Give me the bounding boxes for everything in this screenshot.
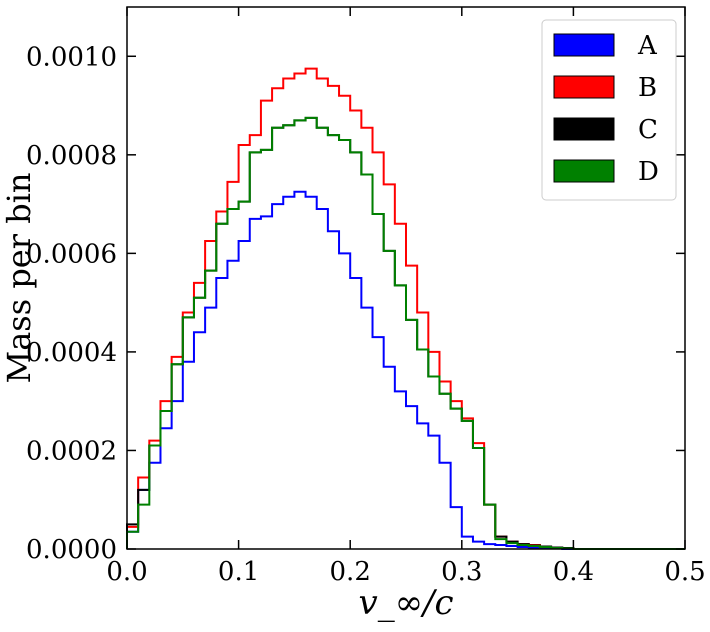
legend-box: [541, 19, 677, 201]
legend-label-b: B: [638, 73, 657, 103]
legend-swatch-c: [553, 117, 615, 141]
series-layer: [126, 67, 685, 550]
y-tick-label: 0.0000: [26, 535, 117, 565]
y-tick-label: 0.0006: [26, 239, 117, 269]
x-tick-label: 0.2: [330, 557, 371, 587]
y-tick-label: 0.0002: [26, 436, 117, 466]
legend-swatch-d: [553, 159, 615, 183]
x-tick-label: 0.3: [441, 557, 482, 587]
x-axis-label: v_∞/c: [358, 583, 453, 623]
legend-label-a: A: [637, 31, 658, 61]
y-tick-label: 0.0008: [26, 141, 117, 171]
series-line-d: [126, 116, 685, 550]
legend-swatch-a: [553, 33, 615, 57]
legend-label-c: C: [638, 115, 658, 145]
y-tick-label: 0.0010: [26, 42, 117, 72]
x-tick-label: 0.4: [553, 557, 594, 587]
ticks-layer: 0.0 0.1 0.2 0.3 0.4 0.5 0.0000 0.0002 0.0004 0.00…: [26, 7, 706, 587]
legend-swatch-b: [553, 75, 615, 99]
x-tick-label: 0.0: [106, 557, 147, 587]
x-tick-label: 0.5: [664, 557, 705, 587]
legend-label-d: D: [638, 157, 659, 187]
y-tick-label: 0.0004: [26, 338, 117, 368]
x-tick-label: 0.1: [218, 557, 259, 587]
y-axis-label: Mass per bin: [0, 172, 38, 383]
plot-frame: [126, 6, 686, 550]
